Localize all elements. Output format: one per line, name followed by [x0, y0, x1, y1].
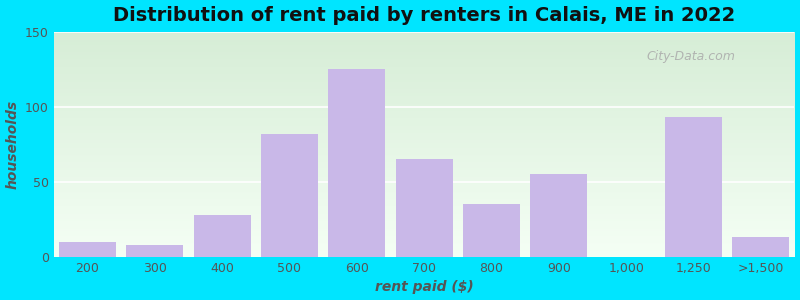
Bar	[530, 174, 587, 257]
Bar	[194, 215, 250, 257]
Bar	[59, 242, 116, 257]
X-axis label: rent paid ($): rent paid ($)	[374, 280, 474, 294]
Bar	[665, 117, 722, 257]
Bar	[328, 69, 386, 257]
Y-axis label: households: households	[6, 100, 19, 189]
Bar	[126, 245, 183, 257]
Text: City-Data.com: City-Data.com	[646, 50, 735, 63]
Bar	[261, 134, 318, 257]
Bar	[395, 159, 453, 257]
Bar	[732, 238, 790, 257]
Bar	[463, 204, 520, 257]
Title: Distribution of rent paid by renters in Calais, ME in 2022: Distribution of rent paid by renters in …	[113, 6, 735, 25]
